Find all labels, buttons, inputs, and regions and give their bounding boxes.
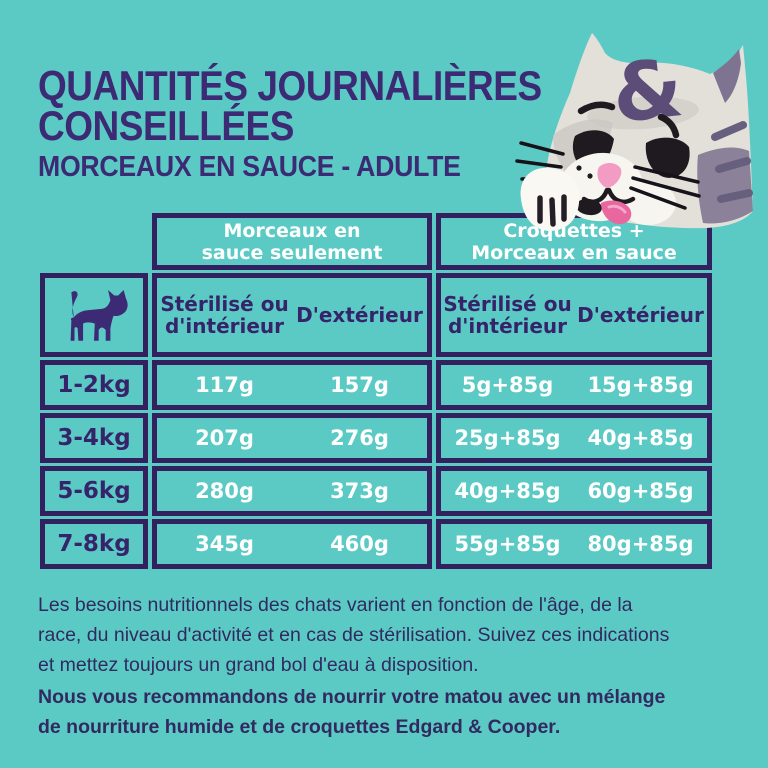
- cat-nose: [597, 163, 622, 188]
- weight-label-row-2: 3-4kg: [40, 413, 148, 463]
- cat-cheek-shade: [553, 119, 613, 180]
- row-1-mix-values: 5g+85g 15g+85g: [436, 360, 712, 410]
- cat-silhouette-icon: [70, 290, 128, 341]
- value-cell: 60g+85g: [587, 479, 694, 503]
- cat-ear-inner: [713, 49, 741, 103]
- cat-smile-lines: [581, 187, 636, 204]
- value-cell: 80g+85g: [587, 532, 694, 556]
- row-2-mix-values: 25g+85g 40g+85g: [436, 413, 712, 463]
- value-cell: 15g+85g: [587, 373, 694, 397]
- cat-head: [545, 33, 753, 229]
- value-cell: 25g+85g: [454, 426, 561, 450]
- recommendation-note: Nous vous recommandons de nourrir votre …: [38, 686, 666, 738]
- group-header-kibble-mix: Croquettes + Morceaux en sauce: [436, 213, 712, 270]
- value-cell: 40g+85g: [587, 426, 694, 450]
- page-title: QUANTITÉS JOURNALIÈRES CONSEILLÉES: [38, 62, 542, 149]
- row-1-wet-only-values: 117g 157g: [152, 360, 432, 410]
- value-cell: 373g: [330, 479, 389, 503]
- subheader-sterilised-indoor: Stérilisé ou d'intérieur: [443, 292, 572, 338]
- value-cell: 157g: [330, 373, 389, 397]
- subheaders-wet-only: Stérilisé ou d'intérieur D'extérieur: [152, 273, 432, 357]
- row-3-wet-only-values: 280g 373g: [152, 466, 432, 516]
- ampersand-mark: &: [608, 41, 687, 141]
- page-subtitle: MORCEAUX EN SAUCE - ADULTE: [38, 151, 461, 183]
- cat-eye-left: [572, 130, 614, 171]
- value-cell: 345g: [195, 532, 254, 556]
- value-cell: 207g: [195, 426, 254, 450]
- feeding-table: Morceaux en sauce seulement Croquettes +…: [40, 213, 712, 569]
- table-corner-blank: [40, 213, 148, 270]
- weight-label-row-4: 7-8kg: [40, 519, 148, 569]
- group-header-wet-only: Morceaux en sauce seulement: [152, 213, 432, 270]
- value-cell: 280g: [195, 479, 254, 503]
- cat-eyebrows: [577, 101, 680, 139]
- row-2-wet-only-values: 207g 276g: [152, 413, 432, 463]
- weight-label-row-3: 5-6kg: [40, 466, 148, 516]
- cat-tongue-highlight: [607, 204, 627, 214]
- row-3-mix-values: 40g+85g 60g+85g: [436, 466, 712, 516]
- subheader-outdoor: D'extérieur: [296, 303, 423, 327]
- cat-forehead-shade: [587, 96, 699, 130]
- cat-eye-right: [645, 137, 690, 178]
- nutrition-note: Les besoins nutritionnels des chats vari…: [38, 594, 670, 676]
- value-cell: 40g+85g: [454, 479, 561, 503]
- cat-stripes: [711, 121, 753, 203]
- value-cell: 117g: [195, 373, 254, 397]
- peeking-cat-illustration: &: [515, 33, 753, 231]
- subheaders-kibble-mix: Stérilisé ou d'intérieur D'extérieur: [436, 273, 712, 357]
- row-4-mix-values: 55g+85g 80g+85g: [436, 519, 712, 569]
- cat-freckle: [587, 173, 593, 179]
- row-4-wet-only-values: 345g 460g: [152, 519, 432, 569]
- subheader-sterilised-indoor: Stérilisé ou d'intérieur: [160, 292, 289, 338]
- subheader-outdoor: D'extérieur: [577, 303, 704, 327]
- cat-weight-header-cell: [40, 273, 148, 357]
- cat-freckle: [576, 165, 582, 171]
- value-cell: 5g+85g: [461, 373, 554, 397]
- cat-whiskers: [515, 141, 701, 210]
- value-cell: 460g: [330, 532, 389, 556]
- value-cell: 55g+85g: [454, 532, 561, 556]
- weight-label-row-1: 1-2kg: [40, 360, 148, 410]
- value-cell: 276g: [330, 426, 389, 450]
